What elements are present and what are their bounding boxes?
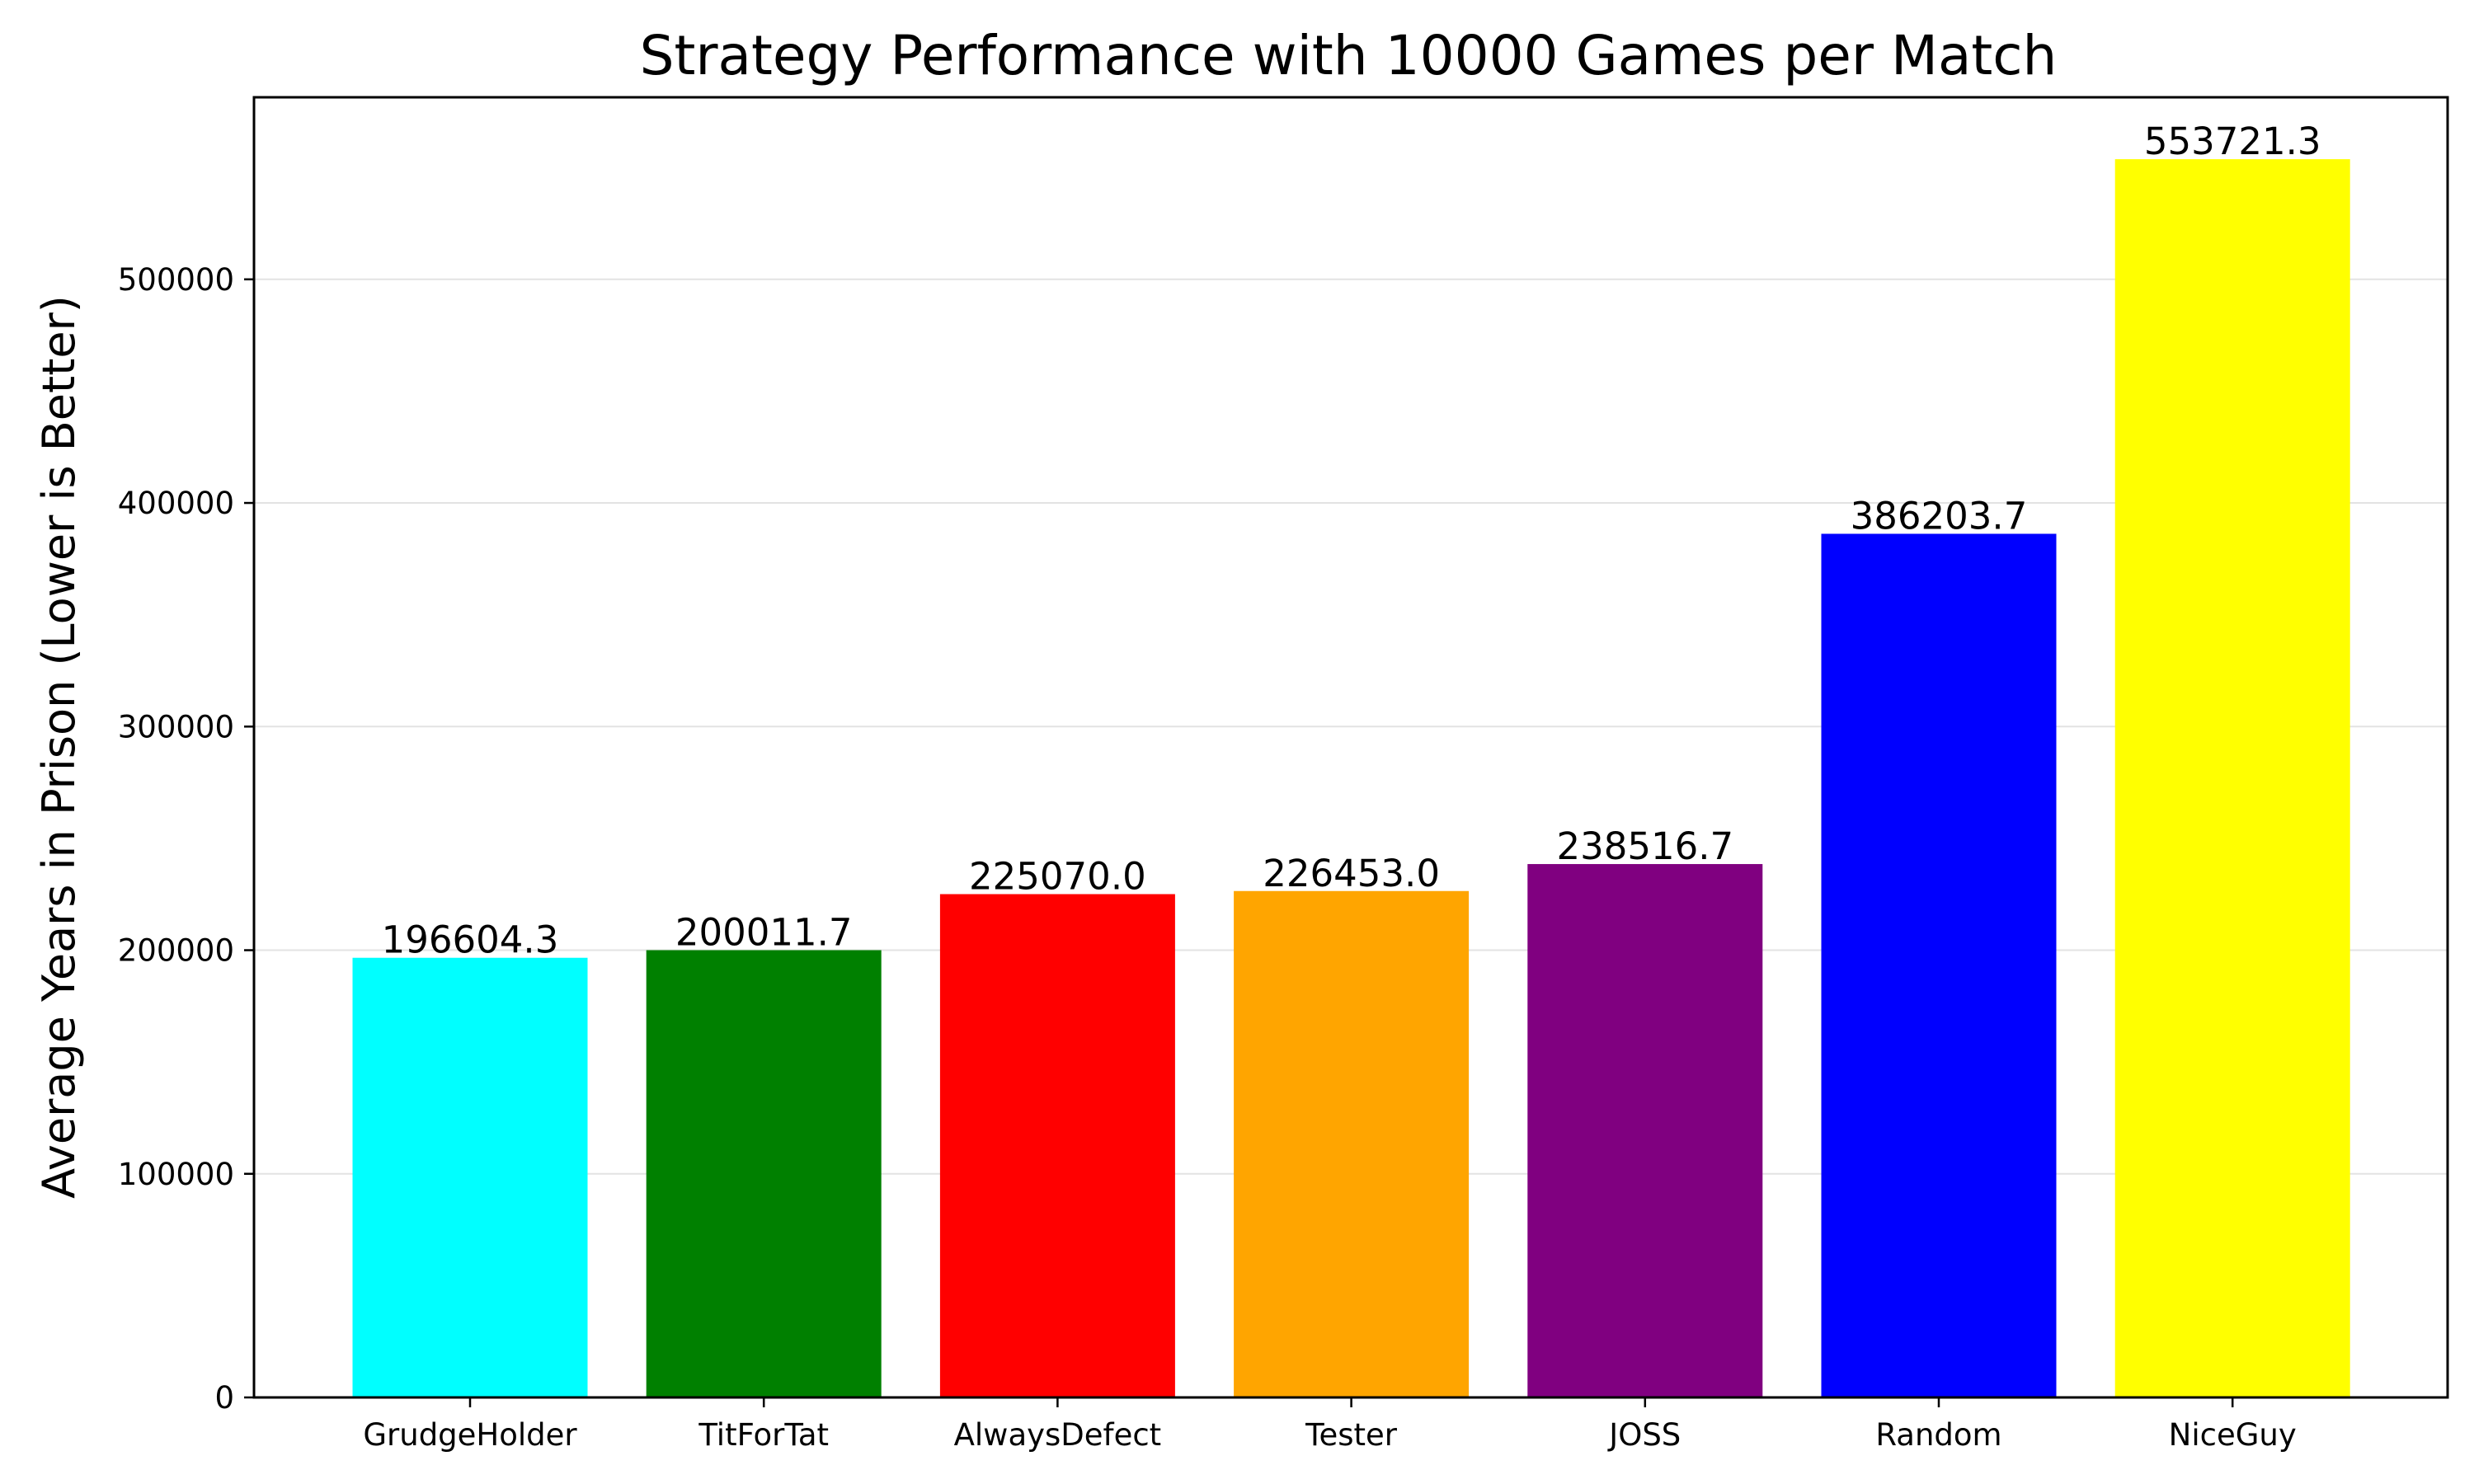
bar-value-label: 386203.7 [1851, 494, 2028, 538]
y-tick-label: 0 [214, 1380, 234, 1416]
x-tick-label: NiceGuy [2169, 1417, 2297, 1453]
bar-value-labels: 196604.3 200011.7 225070.0 226453.0 238516.7… [382, 120, 2321, 962]
y-tick-label: 500000 [118, 262, 234, 298]
bar-value-label: 553721.3 [2144, 120, 2321, 163]
y-axis-label: Average Years in Prison (Lower is Better… [33, 295, 85, 1199]
bars [352, 159, 2350, 1398]
x-tick-label: Tester [1305, 1417, 1398, 1453]
y-tick-label: 200000 [118, 933, 234, 969]
x-tick-label: JOSS [1607, 1417, 1681, 1453]
y-tick-label: 100000 [118, 1157, 234, 1192]
bar-value-label: 196604.3 [382, 918, 559, 962]
x-tick-label: TitForTat [698, 1417, 829, 1453]
bar-tester [1234, 890, 1470, 1397]
bar-value-label: 200011.7 [675, 910, 853, 954]
bar-alwaysdefect [939, 894, 1175, 1397]
chart-title: Strategy Performance with 10000 Games pe… [640, 24, 2058, 87]
y-axis-ticks: 0 100000 200000 300000 400000 500000 [118, 262, 254, 1416]
x-tick-label: AlwaysDefect [954, 1417, 1162, 1453]
bar-grudgeholder [352, 957, 588, 1397]
bar-titfortat [646, 950, 882, 1397]
bar-value-label: 226453.0 [1263, 852, 1440, 895]
x-tick-label: Random [1875, 1417, 2001, 1453]
x-axis-ticks: GrudgeHolder TitForTat AlwaysDefect Tester J… [363, 1397, 2297, 1453]
bar-random [1821, 533, 2057, 1398]
bar-niceguy [2114, 159, 2350, 1398]
bar-value-label: 225070.0 [969, 855, 1146, 899]
y-tick-label: 300000 [118, 709, 234, 744]
y-tick-label: 400000 [118, 486, 234, 521]
x-tick-label: GrudgeHolder [363, 1417, 577, 1453]
bar-value-label: 238516.7 [1556, 824, 1733, 868]
bar-joss [1527, 864, 1763, 1397]
